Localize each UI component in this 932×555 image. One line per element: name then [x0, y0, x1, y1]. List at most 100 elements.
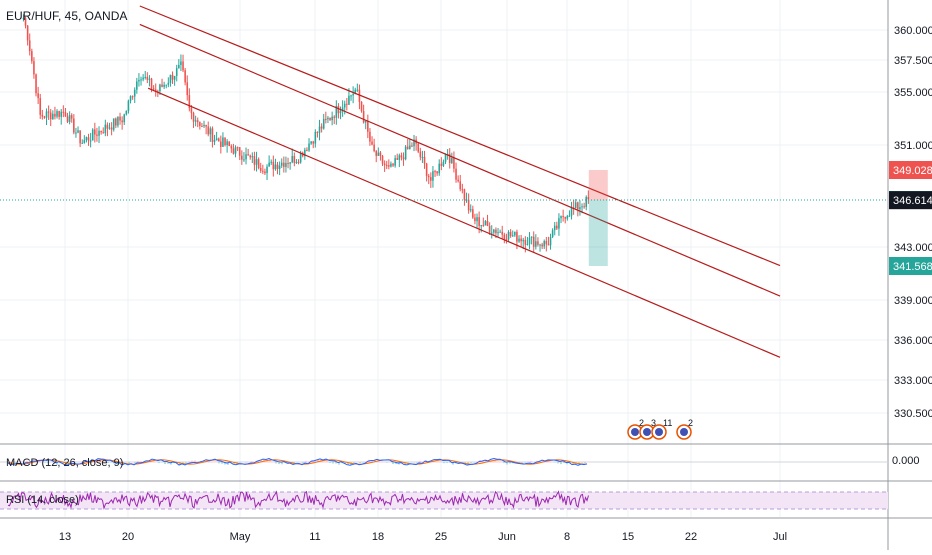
price-tick-label: 339.000 [894, 295, 932, 307]
channel-lines[interactable] [139, 5, 781, 358]
candles-layer [22, 14, 590, 253]
candle-body [207, 126, 210, 135]
candle-body [350, 95, 352, 97]
macd-histogram-bar [542, 459, 544, 463]
candle-body [54, 113, 56, 117]
candle-body [241, 155, 243, 160]
candle-body [81, 142, 84, 144]
candle-body [47, 111, 50, 113]
macd-histogram-bar [302, 462, 304, 464]
candle-body [499, 231, 501, 233]
candle-body [224, 137, 226, 146]
macd-histogram-bar [434, 460, 436, 463]
candle-body [108, 127, 111, 129]
candle-body [140, 79, 142, 81]
price-tick-label: 351.000 [894, 140, 932, 152]
event-flag-dot [643, 428, 651, 436]
macd-histogram-bar [53, 462, 55, 464]
candle-body [409, 145, 411, 150]
candle-body [335, 105, 338, 118]
candle-body [129, 96, 132, 101]
candle-body [549, 236, 552, 246]
macd-histogram-bar [146, 460, 148, 463]
candle-body [375, 151, 378, 156]
candle-body [493, 229, 495, 233]
candle-body [404, 146, 407, 160]
candle-body [264, 171, 266, 174]
candle-body [31, 51, 33, 62]
candle-body [119, 116, 121, 121]
candle-body [516, 231, 518, 242]
candle-body [64, 112, 67, 117]
macd-histogram-bar [137, 460, 139, 463]
candle-body [291, 156, 294, 163]
candle-body [314, 131, 317, 144]
macd-histogram-bar [278, 462, 280, 465]
candle-body [430, 177, 432, 181]
price-tag-label: 349.028 [893, 165, 932, 177]
candle-body [148, 78, 151, 80]
macd-histogram-bar [233, 462, 235, 465]
candle-body [283, 162, 285, 167]
macd-histogram-bar [191, 460, 193, 463]
macd-histogram-bar [305, 460, 307, 463]
candle-body [497, 232, 499, 234]
macd-histogram-bar [509, 462, 511, 464]
candle-body [255, 159, 258, 165]
macd-histogram-bar [248, 461, 250, 463]
candle-body [117, 116, 119, 126]
macd-histogram-bar [77, 461, 79, 463]
macd-histogram-bar [503, 462, 505, 464]
macd-histogram-bar [44, 462, 46, 463]
macd-pane [0, 457, 888, 466]
candle-body [121, 120, 123, 123]
candle-body [289, 162, 291, 164]
macd-histogram-bar [194, 460, 196, 463]
candle-body [251, 156, 254, 158]
macd-histogram-bar [563, 462, 565, 464]
macd-line [7, 457, 588, 466]
macd-histogram-bar [446, 462, 448, 464]
candle-body [570, 207, 573, 216]
candle-body [558, 218, 560, 229]
time-tick-label: 11 [309, 531, 320, 543]
candle-body [371, 141, 373, 145]
candle-body [163, 84, 165, 87]
candle-body [60, 111, 63, 117]
candle-body [509, 231, 512, 236]
candle-body [196, 120, 199, 123]
candle-body [390, 163, 392, 167]
position-tool[interactable] [588, 170, 608, 266]
candle-body [379, 152, 382, 156]
rsi-band [0, 492, 888, 509]
candle-body [507, 231, 510, 240]
candle-body [222, 137, 224, 147]
macd-histogram-bar [587, 461, 589, 463]
candle-body [392, 163, 394, 166]
macd-histogram-bar [389, 461, 391, 463]
candle-body [564, 216, 567, 219]
candle-body [581, 206, 583, 208]
macd-histogram-bar [134, 462, 136, 464]
candle-body [213, 139, 216, 142]
events-layer[interactable]: 2 3 11 2 [627, 418, 693, 440]
candle-body [547, 244, 550, 246]
macd-histogram-bar [353, 462, 355, 464]
macd-histogram-bar [470, 462, 472, 463]
candle-body [285, 162, 287, 167]
macd-histogram-bar [464, 462, 466, 463]
macd-histogram-bar [494, 460, 496, 463]
macd-histogram-bar [473, 462, 475, 463]
macd-histogram-bar [224, 462, 226, 465]
macd-histogram-bar [506, 462, 508, 465]
macd-histogram-bar [62, 462, 64, 464]
candle-body [297, 161, 300, 163]
macd-histogram-bar [245, 462, 247, 463]
candle-body [33, 61, 35, 75]
macd-histogram-bar [50, 461, 52, 463]
event-badge-count: 2 [688, 418, 693, 428]
candle-body [110, 127, 113, 130]
